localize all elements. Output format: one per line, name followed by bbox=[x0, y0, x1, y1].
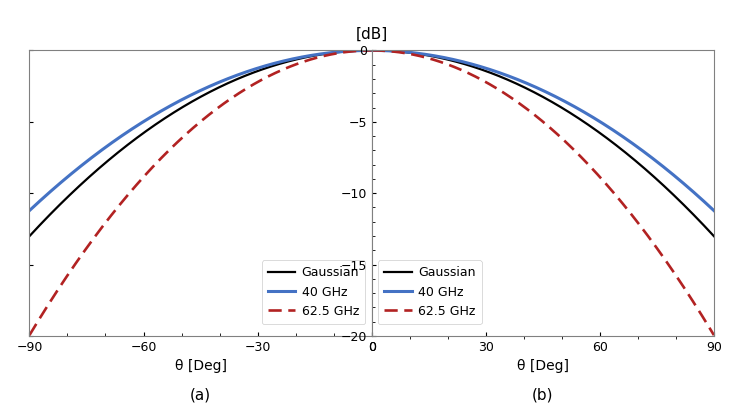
Text: [dB]: [dB] bbox=[355, 27, 388, 42]
X-axis label: θ [Deg]: θ [Deg] bbox=[517, 360, 569, 373]
X-axis label: θ [Deg]: θ [Deg] bbox=[174, 360, 227, 373]
Legend: Gaussian, 40 GHz, 62.5 GHz: Gaussian, 40 GHz, 62.5 GHz bbox=[378, 260, 481, 324]
Text: (a): (a) bbox=[190, 387, 211, 402]
Text: (b): (b) bbox=[532, 387, 553, 402]
Legend: Gaussian, 40 GHz, 62.5 GHz: Gaussian, 40 GHz, 62.5 GHz bbox=[262, 260, 366, 324]
